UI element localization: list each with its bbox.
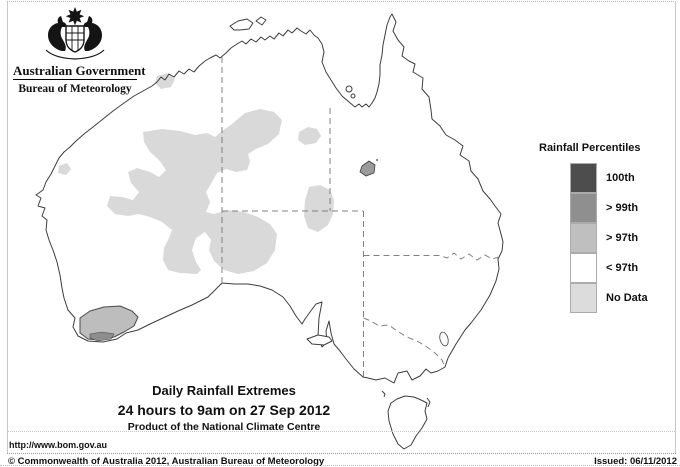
crest-star-icon xyxy=(65,7,85,26)
crest-shield-cross xyxy=(66,26,84,50)
legend-item-gt99th: > 99th xyxy=(570,192,648,223)
map-subtitle-product: Product of the National Climate Centre xyxy=(127,421,321,433)
no-data-patch-central-wa xyxy=(107,109,282,274)
melville-island xyxy=(229,18,254,31)
act-outline xyxy=(439,331,449,347)
tasmania xyxy=(387,395,428,450)
rainfall-percentiles-legend: 100th > 99th > 97th < 97th No Data xyxy=(570,163,648,313)
coat-of-arms-logo xyxy=(45,7,105,60)
legend-swatch-100th xyxy=(570,163,597,193)
crest-shield xyxy=(65,25,85,53)
crest-emu xyxy=(83,16,102,51)
no-data-patch-kimberley xyxy=(155,73,175,89)
no-data-patch-west-coast xyxy=(58,163,71,175)
legend-label-gt97th: > 97th xyxy=(606,232,639,244)
crest-kangaroo xyxy=(48,16,67,51)
map-subtitle-period: 24 hours to 9am on 27 Sep 2012 xyxy=(117,402,331,418)
legend-swatch-gt97th xyxy=(570,222,597,253)
legend-label-100th: 100th xyxy=(606,172,635,184)
flinders-island xyxy=(426,397,431,408)
patch-sw-wa-gt99 xyxy=(89,331,115,342)
crest-wattle xyxy=(45,49,105,60)
legend-title: Rainfall Percentiles xyxy=(539,142,641,154)
footer-dotted-rule xyxy=(7,453,676,454)
patch-qld-gt99 xyxy=(359,160,376,177)
map-title-block: Daily Rainfall Extremes 24 hours to 9am … xyxy=(83,383,365,433)
legend-swatch-gt99th xyxy=(570,192,597,223)
legend-item-gt97th: > 97th xyxy=(570,222,648,253)
bottom-dotted-rule xyxy=(0,465,680,466)
issued-date: Issued: 06/11/2012 xyxy=(594,456,677,467)
legend-swatch-lt97th xyxy=(570,252,597,283)
islands xyxy=(229,16,431,450)
inner-dotted-rule xyxy=(8,431,675,432)
patch-sw-wa-gt97 xyxy=(79,305,139,341)
bom-url: http://www.bom.gov.au xyxy=(9,440,107,450)
copyright-text: © Commonwealth of Australia 2012, Austra… xyxy=(8,456,325,467)
king-island xyxy=(381,390,386,398)
legend-label-lt97th: < 97th xyxy=(606,262,639,274)
legend-item-100th: 100th xyxy=(570,163,648,193)
legend-label-no-data: No Data xyxy=(606,292,648,304)
no-data-patches xyxy=(58,73,334,274)
extreme-rainfall-patches xyxy=(79,159,378,342)
state-borders xyxy=(221,57,500,377)
no-data-patch-nt-sa-corner xyxy=(304,185,334,232)
kangaroo-island xyxy=(306,334,333,346)
no-data-patch-nt xyxy=(298,127,321,145)
legend-swatch-no-data xyxy=(570,282,597,313)
patch-qld-dot xyxy=(376,159,378,161)
groote-eylandt xyxy=(345,85,353,93)
legend-item-lt97th: < 97th xyxy=(570,252,648,283)
bureau-title: Bureau of Meteorology xyxy=(18,83,132,95)
border-nsw-vic-murray xyxy=(363,317,446,368)
legend-label-gt99th: > 99th xyxy=(606,202,639,214)
legend-item-no-data: No Data xyxy=(570,282,648,313)
government-title: Australian Government xyxy=(13,63,146,78)
bathurst-island xyxy=(255,16,267,26)
gulf-island xyxy=(350,93,356,99)
map-title: Daily Rainfall Extremes xyxy=(152,383,296,398)
border-qld-nsw xyxy=(363,252,500,261)
header-divider xyxy=(13,79,137,80)
